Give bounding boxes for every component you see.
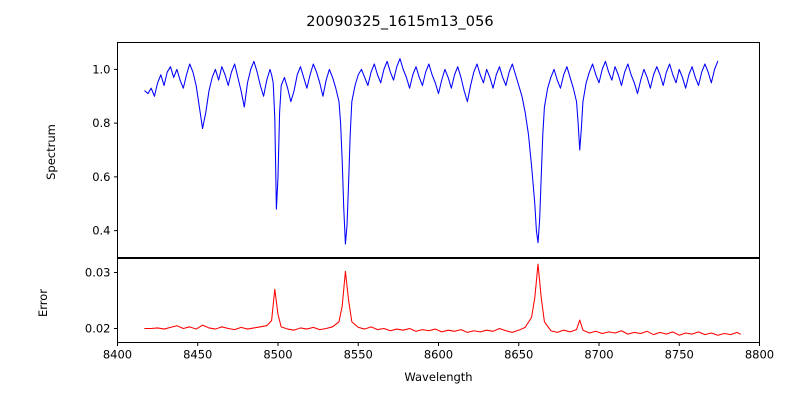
plot-canvas: 0.4 0.6 0.8 1.0 0.02 0.03 8400 8450 8500 8550 86… (0, 0, 800, 400)
tick-label: 8550 (344, 348, 373, 362)
tick-label: 8400 (103, 348, 132, 362)
matplotlib-figure: 20090325_1615m13_056 Spectrum Error Wave… (0, 0, 800, 400)
tick-label: 0.03 (85, 266, 111, 280)
tick-label: 0.02 (85, 322, 111, 336)
tick-label: 1.0 (92, 62, 110, 76)
spectrum-line (145, 59, 718, 244)
tick-label: 8800 (745, 348, 774, 362)
tick-label: 0.6 (92, 170, 110, 184)
tick-label: 8750 (665, 348, 694, 362)
tick-label: 0.4 (92, 224, 110, 238)
tick-label: 8650 (504, 348, 533, 362)
error-line (145, 264, 740, 335)
bottom-panel-axes: 0.02 0.03 8400 8450 8500 8550 8600 8650 8700 875… (85, 259, 774, 362)
tick-label: 8500 (263, 348, 292, 362)
tick-label: 8600 (424, 348, 453, 362)
bottom-panel-x-ticks: 8400 8450 8500 8550 8600 8650 8700 8750 8800 (103, 343, 774, 362)
tick-label: 8450 (183, 348, 212, 362)
top-panel-axes: 0.4 0.6 0.8 1.0 (92, 43, 759, 258)
top-panel-y-ticks: 0.4 0.6 0.8 1.0 (92, 62, 117, 237)
tick-label: 8700 (584, 348, 613, 362)
tick-label: 0.8 (92, 116, 110, 130)
bottom-panel-y-ticks: 0.02 0.03 (85, 266, 118, 336)
